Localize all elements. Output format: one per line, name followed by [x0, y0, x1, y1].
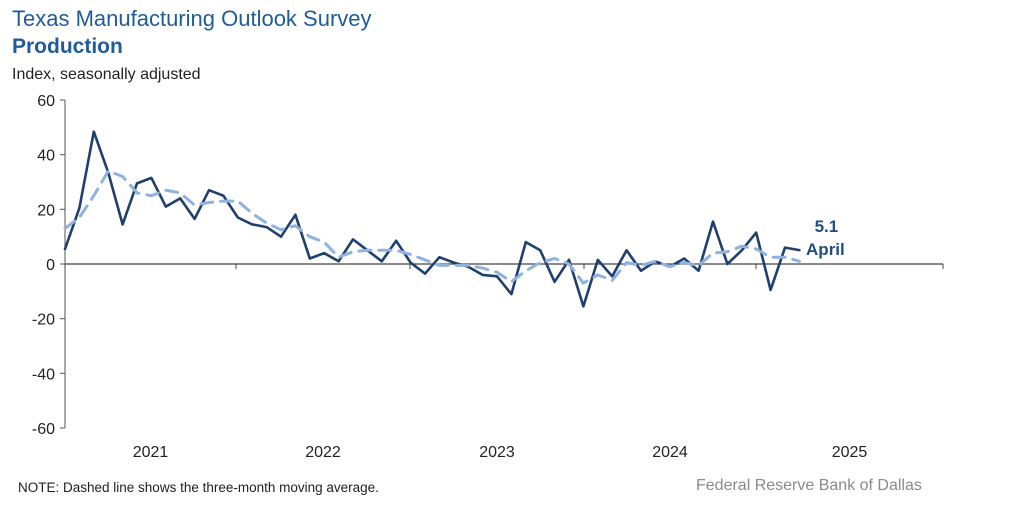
- x-tick-label: 2024: [652, 444, 688, 461]
- x-tick-label: 2023: [479, 444, 515, 461]
- y-tick-label: -20: [32, 312, 55, 329]
- last-month-label: April: [806, 240, 845, 259]
- last-value-label: 5.1: [815, 217, 839, 236]
- chart-source: Federal Reserve Bank of Dallas: [696, 477, 922, 494]
- y-tick-label: 40: [37, 148, 55, 165]
- y-tick-label: 60: [37, 93, 55, 110]
- series-group: [63, 130, 801, 308]
- y-axis-label: Index, seasonally adjusted: [12, 66, 201, 83]
- x-tick-label: 2025: [832, 444, 868, 461]
- labels-group: 5.1 April: [806, 217, 845, 259]
- chart-title: Texas Manufacturing Outlook Survey: [12, 6, 372, 31]
- x-tick-label: 2022: [305, 444, 341, 461]
- moving-average-line: [63, 169, 801, 285]
- y-tick-label: 0: [46, 257, 55, 274]
- chart-note: NOTE: Dashed line shows the three-month …: [18, 480, 379, 495]
- y-tick-label: 20: [37, 202, 55, 219]
- chart-subtitle: Production: [12, 35, 123, 58]
- axes: 60 40 20 0 -20 -40 -60 2021 2022 2023 2024 2025: [32, 93, 944, 461]
- y-tick-label: -60: [32, 421, 55, 438]
- production-line: [63, 130, 801, 308]
- x-tick-label: 2021: [133, 444, 169, 461]
- y-tick-label: -40: [32, 366, 55, 383]
